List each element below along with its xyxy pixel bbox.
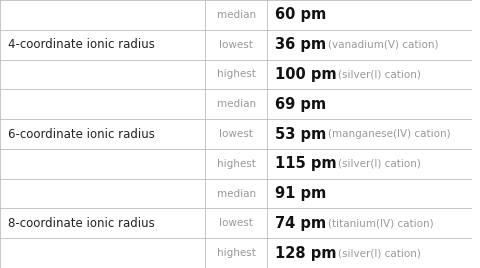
Text: (silver(I) cation): (silver(I) cation) (337, 69, 420, 79)
Text: (silver(I) cation): (silver(I) cation) (337, 248, 420, 258)
Text: 115 pm: 115 pm (274, 156, 336, 171)
Text: highest: highest (216, 159, 255, 169)
Text: lowest: lowest (219, 40, 252, 50)
Text: (titanium(IV) cation): (titanium(IV) cation) (327, 218, 432, 228)
Text: 60 pm: 60 pm (274, 8, 325, 23)
Text: 128 pm: 128 pm (274, 245, 336, 260)
Text: 91 pm: 91 pm (274, 186, 325, 201)
Text: 53 pm: 53 pm (274, 126, 325, 142)
Text: highest: highest (216, 248, 255, 258)
Text: (manganese(IV) cation): (manganese(IV) cation) (327, 129, 450, 139)
Text: lowest: lowest (219, 218, 252, 228)
Text: highest: highest (216, 69, 255, 79)
Text: 100 pm: 100 pm (274, 67, 336, 82)
Text: median: median (216, 10, 255, 20)
Text: (vanadium(V) cation): (vanadium(V) cation) (327, 40, 437, 50)
Text: lowest: lowest (219, 129, 252, 139)
Text: 36 pm: 36 pm (274, 37, 325, 52)
Text: 8-coordinate ionic radius: 8-coordinate ionic radius (8, 217, 154, 230)
Text: median: median (216, 189, 255, 199)
Text: 4-coordinate ionic radius: 4-coordinate ionic radius (8, 38, 155, 51)
Text: (silver(I) cation): (silver(I) cation) (337, 159, 420, 169)
Text: median: median (216, 99, 255, 109)
Text: 6-coordinate ionic radius: 6-coordinate ionic radius (8, 128, 155, 140)
Text: 69 pm: 69 pm (274, 97, 325, 112)
Text: 74 pm: 74 pm (274, 216, 325, 231)
